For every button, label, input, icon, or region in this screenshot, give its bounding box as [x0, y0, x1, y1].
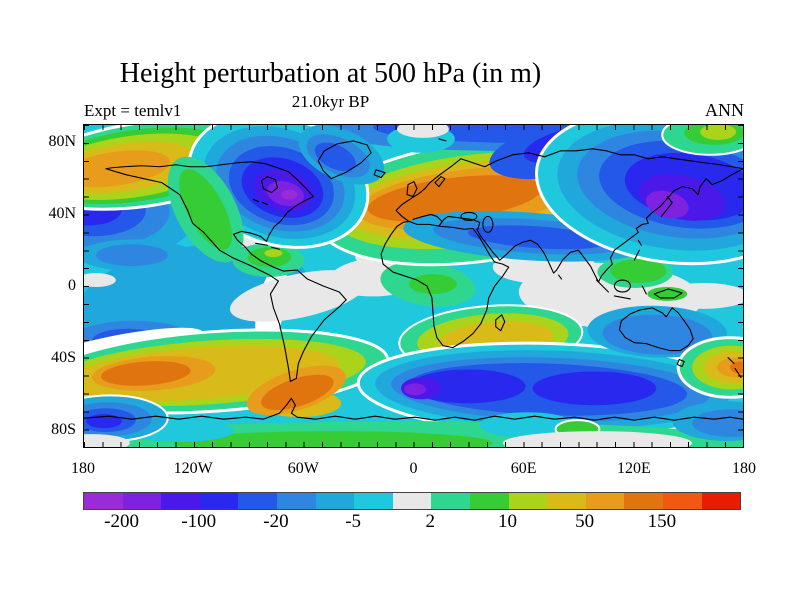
season-label: ANN — [705, 100, 744, 120]
colorbar-cell — [662, 493, 702, 509]
colorbar-cell — [199, 493, 239, 509]
lon-tick-label: 0 — [409, 460, 418, 477]
colorbar-tick-label: -5 — [345, 511, 362, 532]
map-plot — [83, 124, 744, 448]
lat-tick-label: 0 — [68, 277, 76, 294]
colorbar-labels: -200 -100 -20 -5 2 10 50 150 — [83, 511, 739, 535]
lat-tick-label: 40S — [51, 349, 76, 366]
world-map-svg — [84, 125, 743, 447]
colorbar-tick-label: -20 — [263, 511, 289, 532]
colorbar-tick-label: 2 — [425, 511, 436, 532]
colorbar-cell — [315, 493, 355, 509]
colorbar-tick-label: -100 — [181, 511, 217, 532]
colorbar-cell — [84, 493, 123, 509]
colorbar-cell — [624, 493, 663, 509]
colorbar-cell — [161, 493, 200, 509]
chart-title: Height perturbation at 500 hPa (in m) — [119, 58, 542, 89]
lon-tick-label: 120W — [173, 460, 213, 477]
lon-axis: 180 120W 60W 0 60E 120E 180 — [71, 460, 756, 482]
colorbar-cell — [392, 493, 432, 509]
colorbar-cell — [238, 493, 277, 509]
lat-axis: 80N 40N 0 40S 80S — [0, 124, 76, 448]
colorbar-tick-label: 50 — [575, 511, 595, 532]
colorbar-tick-label: 10 — [497, 511, 517, 532]
lon-tick-label: 180 — [71, 460, 95, 477]
colorbar-cell — [431, 493, 470, 509]
lon-tick-label: 60E — [510, 460, 537, 477]
colorbar-cell — [585, 493, 625, 509]
lon-tick-label: 60W — [287, 460, 319, 477]
colorbar-cell — [547, 493, 586, 509]
colorbar-cell — [508, 493, 548, 509]
lat-tick-label: 80N — [48, 132, 76, 150]
coastlines — [84, 138, 743, 421]
lon-tick-label: 180 — [732, 460, 756, 477]
colorbar-cell — [276, 493, 316, 509]
experiment-label: Expt = temlv1 — [84, 101, 182, 120]
colorbar-tick-label: -200 — [104, 511, 139, 532]
lon-tick-label: 120E — [616, 460, 651, 477]
chart-subtitle: 21.0kyr BP — [291, 92, 370, 111]
colorbar-cell — [469, 493, 509, 509]
colorbar-cell — [122, 493, 162, 509]
colorbar — [83, 492, 741, 510]
colorbar-cell — [701, 493, 741, 509]
lat-tick-label: 80S — [51, 421, 76, 438]
colorbar-tick-label: 150 — [647, 511, 677, 532]
colorbar-cell — [354, 493, 393, 509]
lat-tick-label: 40N — [48, 205, 76, 222]
